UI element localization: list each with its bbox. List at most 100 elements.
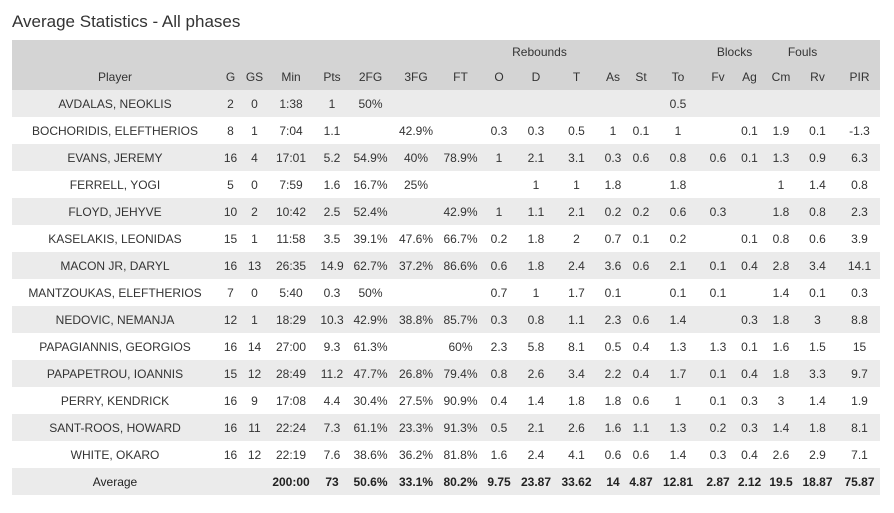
player-name-cell[interactable]: EVANS, JEREMY [12,144,218,171]
average-cell: 12.81 [653,468,704,495]
stat-cell: 0.4 [482,387,516,414]
stat-cell: 1.1 [316,117,348,144]
stat-cell: 0.6 [796,225,840,252]
group-spacer [12,40,482,64]
stat-cell: 23.3% [393,414,439,441]
column-header-3[interactable]: Min [266,64,316,90]
table-header: Rebounds Blocks Fouls Player G GS Min Pts 2FG… [12,40,881,90]
stat-cell: 0.1 [733,333,767,360]
table-row: PAPAGIANNIS, GEORGIOS 16 14 27:00 9.3 61.3% 60… [12,333,881,360]
stat-cell: 1.1 [516,198,556,225]
stat-cell: 8.1 [556,333,598,360]
stat-cell: 66.7% [439,225,482,252]
stat-cell [796,90,840,117]
stat-cell: 2.3 [482,333,516,360]
stat-cell: 0.3 [703,441,734,468]
stats-table-container: Rebounds Blocks Fouls Player G GS Min Pts 2FG… [12,40,881,495]
player-name-cell[interactable]: PAPAGIANNIS, GEORGIOS [12,333,218,360]
stat-cell: 0.9 [796,144,840,171]
column-header-7[interactable]: FT [439,64,482,90]
header-group-row: Rebounds Blocks Fouls [12,40,881,64]
player-name-cell[interactable]: AVDALAS, NEOKLIS [12,90,218,117]
stat-cell: 0 [243,171,266,198]
stat-cell: 1 [653,117,704,144]
stat-cell [703,171,734,198]
stat-cell: 17:08 [266,387,316,414]
player-name-cell[interactable]: MANTZOUKAS, ELEFTHERIOS [12,279,218,306]
stat-cell: 16 [218,333,243,360]
stat-cell: 2.2 [597,360,630,387]
table-row: PERRY, KENDRICK 16 9 17:08 4.4 30.4% 27.5% 90.9… [12,387,881,414]
stat-cell: 61.1% [348,414,393,441]
stat-cell: 1.8 [597,387,630,414]
stat-cell [393,279,439,306]
stat-cell: 5:40 [266,279,316,306]
stat-cell: 2.1 [653,252,704,279]
average-cell: 2.12 [733,468,767,495]
column-header-9[interactable]: D [516,64,556,90]
stat-cell: 42.9% [348,306,393,333]
stat-cell [703,90,734,117]
player-name-cell[interactable]: MACON JR, DARYL [12,252,218,279]
player-name-cell[interactable]: SANT-ROOS, HOWARD [12,414,218,441]
player-name-cell[interactable]: FERRELL, YOGI [12,171,218,198]
column-header-6[interactable]: 3FG [393,64,439,90]
stat-cell: 1.8 [653,171,704,198]
stat-cell: 90.9% [439,387,482,414]
column-header-13[interactable]: To [653,64,704,90]
stat-cell: 2.4 [556,252,598,279]
table-row: BOCHORIDIS, ELEFTHERIOS 8 1 7:04 1.1 42.9% 0.3… [12,117,881,144]
stat-cell: 1.4 [796,387,840,414]
stat-cell: 11:58 [266,225,316,252]
player-name-cell[interactable]: NEDOVIC, NEMANJA [12,306,218,333]
group-blocks: Blocks [703,40,767,64]
player-name-cell[interactable]: PERRY, KENDRICK [12,387,218,414]
column-header-10[interactable]: T [556,64,598,90]
stat-cell: 86.6% [439,252,482,279]
column-header-4[interactable]: Pts [316,64,348,90]
stat-cell: 0.8 [796,198,840,225]
stat-cell: 0.7 [597,225,630,252]
stat-cell: 1.4 [766,414,797,441]
stat-cell: 38.8% [393,306,439,333]
stat-cell [629,279,654,306]
column-header-17[interactable]: Rv [796,64,840,90]
column-header-18[interactable]: PIR [839,64,881,90]
column-header-1[interactable]: G [218,64,243,90]
table-row: MACON JR, DARYL 16 13 26:35 14.9 62.7% 37.2% 86… [12,252,881,279]
stat-cell: 7.6 [316,441,348,468]
stat-cell: 1 [516,171,556,198]
stat-cell [733,279,767,306]
column-header-11[interactable]: As [597,64,630,90]
stat-cell: 2.6 [516,360,556,387]
stat-cell: 1 [243,306,266,333]
average-cell: 33.62 [556,468,598,495]
column-header-2[interactable]: GS [243,64,266,90]
column-header-5[interactable]: 2FG [348,64,393,90]
stat-cell: 11.2 [316,360,348,387]
column-header-0[interactable]: Player [12,64,218,90]
stat-cell [733,171,767,198]
stat-cell: 2.1 [516,144,556,171]
stat-cell: 0.6 [629,441,654,468]
player-name-cell[interactable]: PAPAPETROU, IOANNIS [12,360,218,387]
stat-cell: 0 [243,279,266,306]
column-header-14[interactable]: Fv [703,64,734,90]
column-header-12[interactable]: St [629,64,654,90]
stat-cell: 0.1 [733,225,767,252]
stat-cell: 0.5 [482,414,516,441]
stat-cell: 1.4 [653,441,704,468]
player-name-cell[interactable]: KASELAKIS, LEONIDAS [12,225,218,252]
column-header-15[interactable]: Ag [733,64,767,90]
stat-cell: 0.3 [839,279,881,306]
stat-cell: 1 [766,171,797,198]
stat-cell: 0.1 [703,360,734,387]
player-name-cell[interactable]: BOCHORIDIS, ELEFTHERIOS [12,117,218,144]
column-header-16[interactable]: Cm [766,64,797,90]
stat-cell: 12 [243,360,266,387]
player-name-cell[interactable]: FLOYD, JEHYVE [12,198,218,225]
stat-cell: 7:04 [266,117,316,144]
player-name-cell[interactable]: WHITE, OKARO [12,441,218,468]
column-header-8[interactable]: O [482,64,516,90]
stat-cell: 1 [243,117,266,144]
